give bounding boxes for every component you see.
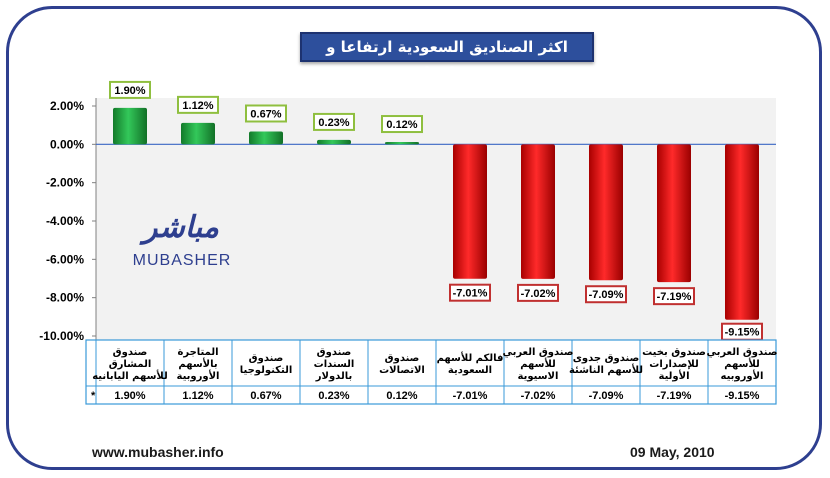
data-label-box [313,112,355,131]
data-label-box [109,80,151,99]
category-label: للإصدارات [649,359,698,370]
mubasher-logo: مباشر MUBASHER [132,210,232,276]
category-label: الأوروبيه [721,369,764,382]
data-label-box [653,287,695,306]
y-tick-label: -8.00% [46,291,84,305]
table-value: 1.90% [114,390,145,402]
table-value: 0.23% [318,390,349,402]
category-label: صندوق [385,353,420,364]
table-value: -7.09% [589,390,624,402]
data-label: 1.90% [114,85,145,97]
data-label-box [245,104,287,123]
bar [113,107,147,145]
bar [317,139,351,145]
logo-arabic: مباشر [143,210,219,245]
data-label: -7.09% [589,289,624,301]
category-label: فالكم للأسهم [437,351,504,364]
bar [589,144,623,281]
data-table [85,339,777,405]
category-label: الاسيوية [518,371,559,382]
table-marker: * [91,390,96,402]
table-value: 0.12% [386,390,417,402]
y-tick-label: 2.00% [50,99,84,113]
y-tick-label: -2.00% [46,176,84,190]
category-label: للأسهم [520,357,556,370]
data-label-box [177,95,219,114]
data-label-box [381,115,423,134]
category-label: الاتصالات [379,365,425,376]
bar [181,122,215,145]
data-label: -7.02% [521,288,556,300]
category-label: صندوق [249,353,284,364]
category-label: الأوروبية [177,369,220,382]
data-label: 1.12% [182,100,213,112]
data-label: 0.12% [386,119,417,131]
footer-website[interactable]: www.mubasher.info [92,444,224,460]
data-label: -9.15% [725,327,760,339]
data-label-box [449,283,491,302]
category-label: صندوق [113,347,148,358]
y-tick-label: 0.00% [50,137,84,151]
y-tick-label: -10.00% [39,329,84,343]
category-label: صندوق العربي [706,347,777,358]
y-tick-label: -4.00% [46,214,84,228]
table-value: -7.02% [521,390,556,402]
bar [453,144,487,279]
data-label: -7.01% [453,288,488,300]
category-label: التكنولوجيا [240,365,293,376]
logo-latin: MUBASHER [132,252,232,269]
table-value: 1.12% [182,390,213,402]
category-label: للأسهم اليابانيه [92,369,168,382]
table-value: -9.15% [725,390,760,402]
data-label-box [517,283,559,302]
category-label: بالأسهم [178,357,217,370]
data-label: 0.67% [250,108,281,120]
category-label: صندوق بخيت [642,347,706,358]
category-label: صندوق [317,347,352,358]
bar [725,144,759,320]
data-label-box [585,285,627,304]
category-label: السعودية [448,365,492,376]
footer-date: 09 May, 2010 [630,444,715,460]
category-label: الأولية [659,369,690,382]
category-label: السندات [314,359,355,370]
y-tick-label: -6.00% [46,252,84,266]
category-label: للأسهم [724,357,760,370]
category-label: المشارق [109,359,152,370]
bar [249,131,283,145]
bar [657,144,691,283]
category-label: للأسهم الناشئة [569,363,643,376]
chart-title: اكثر الصناديق السعودية ارتفاعا و تراجعا [300,32,594,82]
table-value: -7.01% [453,390,488,402]
bar [385,142,419,145]
table-value: 0.67% [250,390,281,402]
category-label: بالدولار [315,371,352,382]
category-label: صندوق جدوى [573,353,640,364]
data-label: -7.19% [657,291,692,303]
category-label: المتاجرة [177,347,218,358]
category-label: صندوق العربي [502,347,573,358]
table-value: -7.19% [657,390,692,402]
data-label: 0.23% [318,117,349,129]
bar [521,144,555,279]
